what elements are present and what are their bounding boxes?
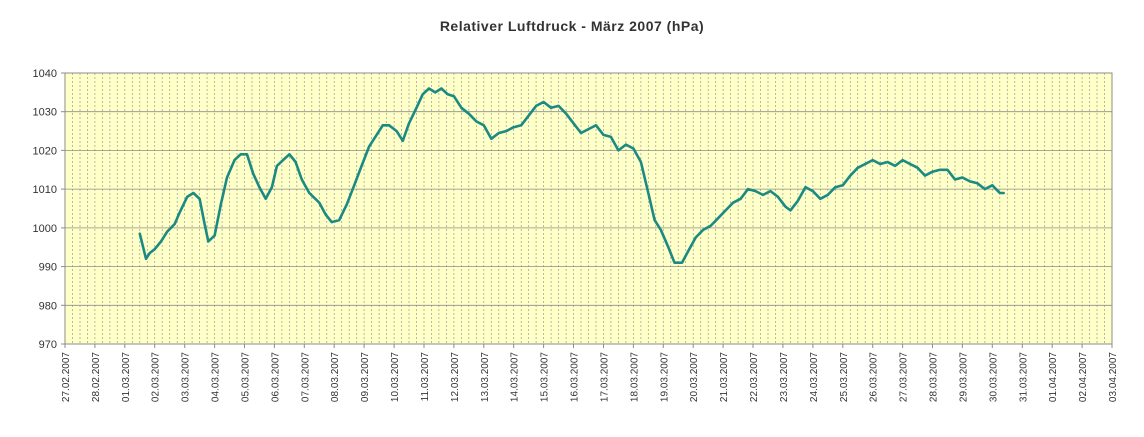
x-tick-label: 08.03.2007: [330, 352, 341, 402]
x-tick-label: 27.02.2007: [61, 352, 72, 402]
x-tick-label: 27.03.2007: [899, 352, 910, 402]
x-tick-label: 28.02.2007: [91, 352, 102, 402]
x-gridlines: [72, 73, 1105, 344]
x-tick-label: 09.03.2007: [360, 352, 371, 402]
x-axis: 27.02.2007 28.02.2007 01.03.2007 02.03.2007…: [61, 344, 1119, 402]
y-tick-label: 1040: [33, 68, 57, 80]
y-tick-label: 970: [39, 339, 57, 351]
x-tick-label: 31.03.2007: [1018, 352, 1029, 402]
x-tick-label: 25.03.2007: [839, 352, 850, 402]
x-tick-label: 20.03.2007: [689, 352, 700, 402]
x-tick-label: 18.03.2007: [629, 352, 640, 402]
y-tick-label: 1000: [33, 223, 57, 235]
x-tick-label: 04.03.2007: [211, 352, 222, 402]
x-tick-label: 22.03.2007: [749, 352, 760, 402]
y-tick-label: 980: [39, 300, 57, 312]
y-axis: 970 980 990 1000 1010 1020 1030 1040: [33, 68, 65, 351]
chart-title: Relativer Luftdruck - März 2007 (hPa): [439, 18, 705, 34]
x-tick-label: 19.03.2007: [659, 352, 670, 402]
x-tick-label: 13.03.2007: [480, 352, 491, 402]
x-tick-label: 17.03.2007: [600, 352, 611, 402]
x-tick-label: 23.03.2007: [779, 352, 790, 402]
x-tick-label: 29.03.2007: [958, 352, 969, 402]
x-tick-label: 28.03.2007: [929, 352, 940, 402]
x-tick-label: 10.03.2007: [390, 352, 401, 402]
x-tick-label: 03.04.2007: [1108, 352, 1119, 402]
x-tick-label: 15.03.2007: [540, 352, 551, 402]
x-tick-label: 02.04.2007: [1078, 352, 1089, 402]
x-tick-label: 05.03.2007: [241, 352, 252, 402]
x-tick-label: 02.03.2007: [151, 352, 162, 402]
x-tick-label: 12.03.2007: [450, 352, 461, 402]
x-tick-label: 01.03.2007: [121, 352, 132, 402]
y-tick-label: 1010: [33, 184, 57, 196]
y-gridlines: [65, 111, 1112, 306]
x-tick-label: 26.03.2007: [869, 352, 880, 402]
plot-border: [64, 72, 1113, 345]
x-tick-label: 21.03.2007: [719, 352, 730, 402]
x-tick-label: 24.03.2007: [809, 352, 820, 402]
x-tick-label: 06.03.2007: [270, 352, 281, 402]
x-tick-label: 16.03.2007: [570, 352, 581, 402]
x-tick-label: 07.03.2007: [300, 352, 311, 402]
x-tick-label: 03.03.2007: [181, 352, 192, 402]
x-tick-label: 30.03.2007: [988, 352, 999, 402]
x-tick-label: 01.04.2007: [1048, 352, 1059, 402]
y-tick-label: 1030: [33, 107, 57, 119]
series-line: [138, 87, 1005, 264]
y-tick-label: 990: [39, 262, 57, 274]
x-tick-label: 11.03.2007: [420, 352, 431, 402]
x-tick-label: 14.03.2007: [510, 352, 521, 402]
y-tick-label: 1020: [33, 145, 57, 157]
